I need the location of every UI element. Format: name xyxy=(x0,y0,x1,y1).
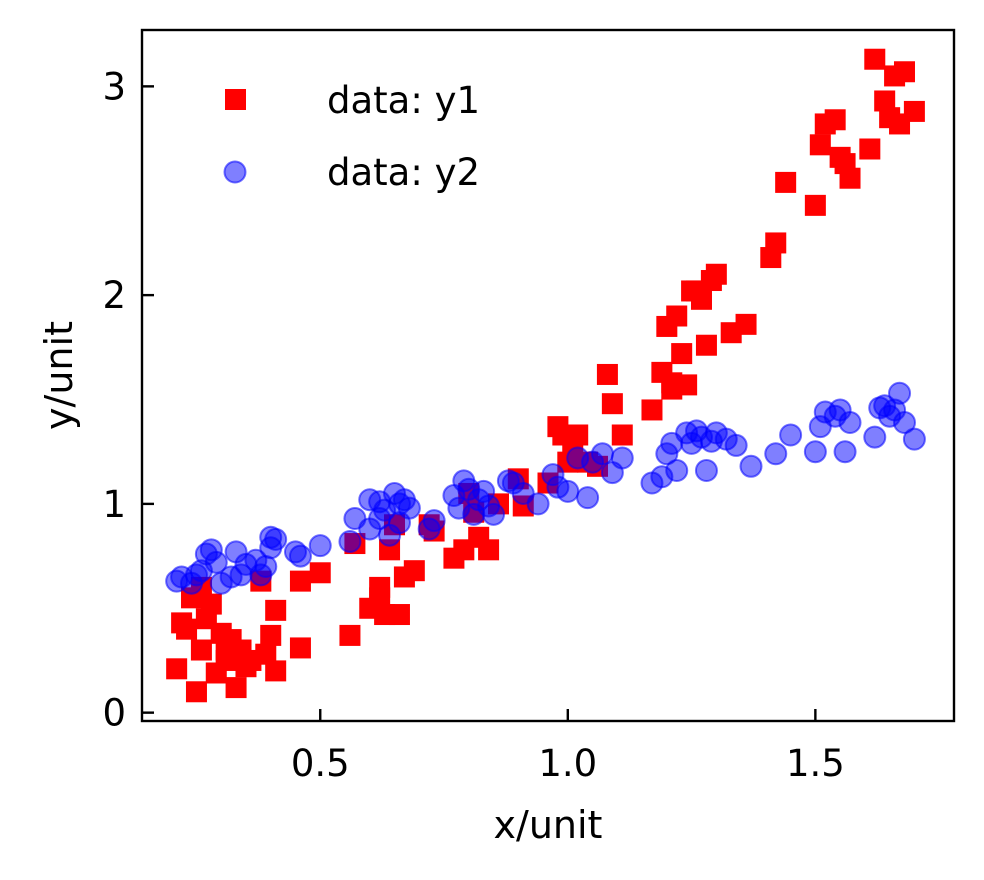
y-axis-ticks: 0 1 2 3 xyxy=(102,65,154,735)
y2-point xyxy=(694,458,718,482)
y2-point xyxy=(338,529,362,553)
y2-point xyxy=(254,555,278,579)
y1-point xyxy=(809,134,831,156)
plot-frame xyxy=(140,28,956,723)
y1-point xyxy=(601,393,623,415)
y1-point xyxy=(671,343,693,365)
series-y2-marks xyxy=(165,381,926,595)
legend-label-y2: data: y2 xyxy=(327,151,480,194)
x-tick-label: 1.5 xyxy=(786,742,845,785)
y2-point xyxy=(902,427,926,451)
y1-point xyxy=(804,194,826,216)
y1-point xyxy=(705,263,727,285)
legend-marker-y1 xyxy=(225,89,246,110)
y2-point xyxy=(387,492,411,516)
y2-point xyxy=(526,492,550,516)
y1-point xyxy=(859,138,881,160)
y1-point xyxy=(225,677,247,699)
y2-point xyxy=(184,563,208,587)
y2-point xyxy=(610,446,634,470)
legend: data: y1 data: y2 xyxy=(223,79,480,194)
y1-point xyxy=(265,660,287,682)
y2-point xyxy=(739,454,763,478)
y1-point xyxy=(641,399,663,421)
y2-point xyxy=(556,479,580,503)
y1-point xyxy=(893,61,915,83)
y2-point xyxy=(685,419,709,443)
series-y1-marks xyxy=(166,48,925,703)
y1-point xyxy=(874,90,896,112)
y1-point xyxy=(735,313,757,335)
x-tick-label: 1.0 xyxy=(538,742,597,785)
y1-point xyxy=(596,363,618,385)
y2-point xyxy=(259,525,283,549)
y1-point xyxy=(339,624,361,646)
y1-point xyxy=(190,639,212,661)
y-tick-label: 0 xyxy=(102,692,126,735)
y1-point xyxy=(255,643,277,665)
legend-label-y1: data: y1 xyxy=(327,79,480,122)
y1-point xyxy=(903,100,925,122)
y2-point xyxy=(581,450,605,474)
y2-point xyxy=(358,488,382,512)
y2-point xyxy=(779,423,803,447)
y1-point xyxy=(765,232,787,254)
y1-point xyxy=(611,424,633,446)
y2-point xyxy=(888,381,912,405)
y-axis-label: y/unit xyxy=(37,321,81,430)
y1-point xyxy=(260,624,282,646)
y1-point xyxy=(215,639,237,661)
y1-point xyxy=(289,570,311,592)
y1-point xyxy=(265,599,287,621)
y-tick-label: 3 xyxy=(102,65,126,108)
x-tick-label: 0.5 xyxy=(291,742,350,785)
y2-point xyxy=(482,502,506,526)
y1-point xyxy=(166,658,188,680)
y2-point xyxy=(665,458,689,482)
y2-point xyxy=(229,563,253,587)
y2-point xyxy=(496,469,520,493)
y1-point xyxy=(775,171,797,193)
y1-point xyxy=(176,618,198,640)
y2-point xyxy=(724,433,748,457)
y1-point xyxy=(864,48,886,70)
y2-point xyxy=(764,442,788,466)
x-axis-ticks: 0.5 1.0 1.5 xyxy=(291,709,845,785)
y2-point xyxy=(803,440,827,464)
y2-point xyxy=(863,425,887,449)
y2-point xyxy=(833,440,857,464)
y1-point xyxy=(661,378,683,400)
y-tick-label: 1 xyxy=(102,483,126,526)
y2-point xyxy=(308,534,332,558)
y1-point xyxy=(839,167,861,189)
y2-point xyxy=(368,507,392,531)
y1-point xyxy=(185,681,207,703)
y1-point xyxy=(403,560,425,582)
y1-point xyxy=(567,424,589,446)
y-tick-label: 2 xyxy=(102,274,126,317)
y2-point xyxy=(288,544,312,568)
y1-point xyxy=(478,539,500,561)
legend-marker-y2 xyxy=(223,160,247,184)
x-axis-label: x/unit xyxy=(494,803,603,847)
y2-point xyxy=(892,410,916,434)
y1-point xyxy=(666,305,688,327)
y2-point xyxy=(576,486,600,510)
y1-point xyxy=(686,280,708,302)
y1-point xyxy=(369,587,391,609)
y1-point xyxy=(824,109,846,131)
y1-point xyxy=(388,604,410,626)
y1-point xyxy=(695,334,717,356)
y1-point xyxy=(200,593,222,615)
y2-point xyxy=(422,509,446,533)
y1-point xyxy=(289,637,311,659)
y2-point xyxy=(838,410,862,434)
y1-point xyxy=(309,562,331,584)
